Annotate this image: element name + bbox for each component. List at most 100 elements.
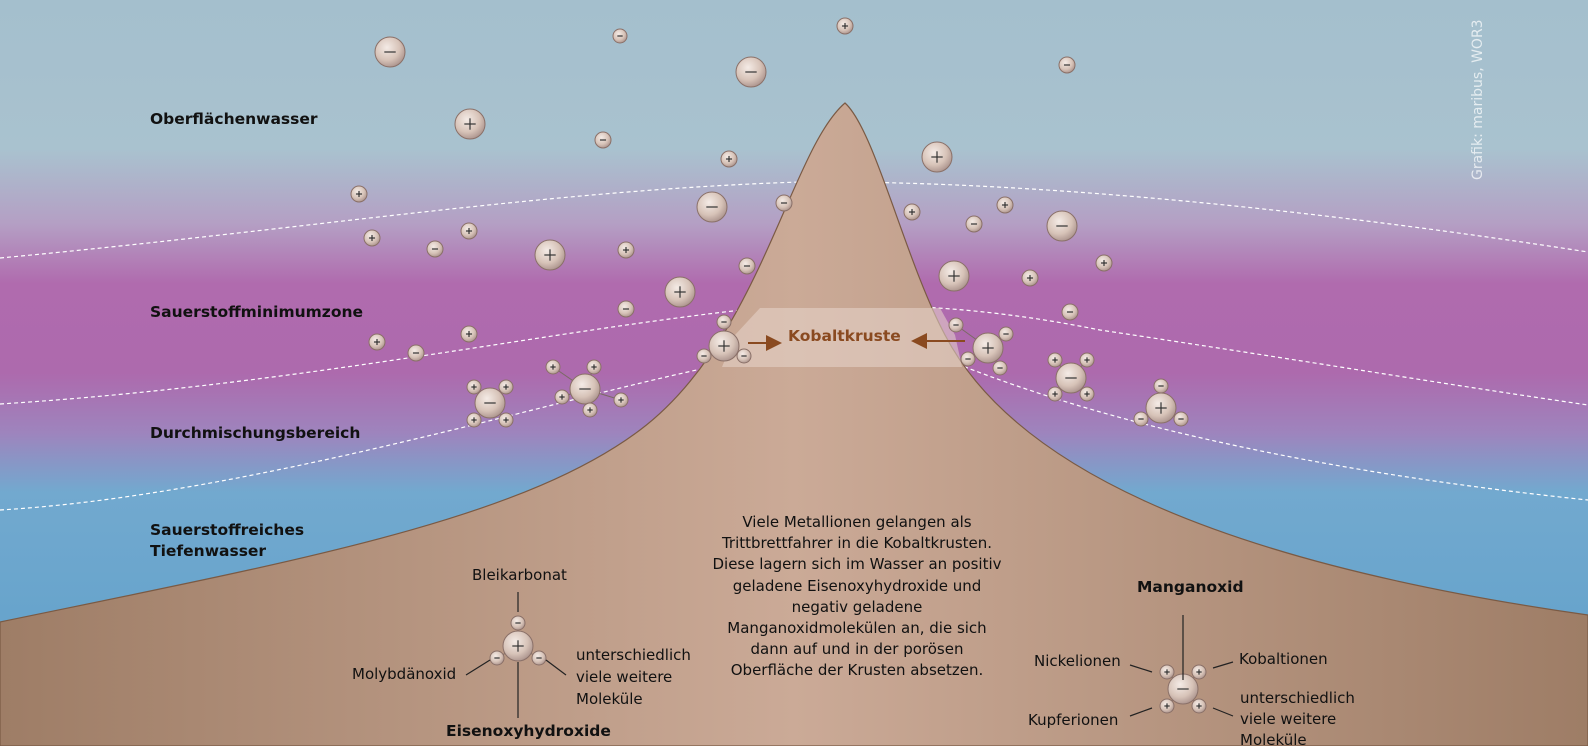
seamount [0, 102, 1588, 746]
cluster-satellite-ion [948, 317, 964, 333]
cluster-satellite-ion [510, 615, 526, 631]
cluster-iron-oxyhydroxide-1 [696, 314, 752, 364]
cluster-satellite-ion [1191, 698, 1207, 714]
positive-ion [534, 239, 566, 271]
cluster-satellite-ion [613, 392, 629, 408]
cluster-center-ion [569, 373, 601, 405]
cluster-satellite-ion [1159, 664, 1175, 680]
cobalt-crust-label: Kobaltkruste [788, 327, 901, 345]
positive-ion [454, 108, 486, 140]
positive-ion [460, 325, 478, 343]
right-legend-lower-right-1: unterschiedlich [1240, 689, 1355, 707]
cluster-satellite-ion [582, 402, 598, 418]
zone-label-omz: Sauerstoffminimumzone [150, 303, 364, 321]
negative-ion [696, 191, 728, 223]
left-legend-right-1: unterschiedlich [576, 646, 691, 664]
cluster-satellite-ion [498, 379, 514, 395]
positive-ion [903, 203, 921, 221]
cluster-manganese-oxide-1 [466, 379, 514, 428]
surface-boundary-line [0, 181, 1588, 259]
negative-ion [1061, 303, 1079, 321]
cluster-center-ion [972, 332, 1004, 364]
negative-ion [775, 194, 793, 212]
positive-ion [938, 260, 970, 292]
right-legend-lower-right-3: Moleküle [1240, 731, 1307, 746]
negative-ion [1058, 56, 1076, 74]
cluster-center-ion [502, 630, 534, 662]
cluster-satellite-ion [960, 351, 976, 367]
negative-ion [965, 215, 983, 233]
cluster-layer [466, 314, 1207, 714]
cluster-satellite-ion [1079, 352, 1095, 368]
left-legend-bottom: Eisenoxyhydroxide [446, 722, 611, 740]
cluster-iron-oxyhydroxide-2 [948, 317, 1014, 376]
positive-ion [1021, 269, 1039, 287]
description-text: Viele Metallionen gelangen als Trittbret… [712, 513, 1002, 680]
cluster-satellite-ion [1047, 386, 1063, 402]
cluster-satellite-ion [696, 348, 712, 364]
cluster-satellite-ion [489, 650, 505, 666]
negative-ion [617, 300, 635, 318]
right-legend-lower-right-2: viele weitere [1240, 710, 1337, 728]
cluster-satellite-ion [466, 412, 482, 428]
negative-ion [735, 56, 767, 88]
zone-label-surface: Oberflächenwasser [150, 110, 318, 128]
image-credit: Grafik: maribus, WOR3 [1470, 19, 1486, 180]
positive-ion [664, 276, 696, 308]
right-legend-lower-left: Kupferionen [1028, 711, 1119, 729]
left-legend-right-2: viele weitere [576, 668, 673, 686]
zone-label-deep-line2: Tiefenwasser [150, 542, 267, 560]
cobalt-crust-band [722, 308, 962, 367]
cluster-satellite-ion [466, 379, 482, 395]
cluster-manganese-oxide-3 [1047, 352, 1095, 402]
negative-ion [374, 36, 406, 68]
legend-lines [465, 592, 1234, 718]
right-legend-upper-right: Kobaltionen [1239, 650, 1328, 668]
cluster-satellite-ion [1173, 411, 1189, 427]
positive-ion [350, 185, 368, 203]
cluster-satellite-ion [531, 650, 547, 666]
cluster-manganese-oxide-2 [545, 359, 629, 418]
cluster-satellite-ion [1159, 698, 1175, 714]
zone-label-deep-line1: Sauerstoffreiches [150, 521, 305, 539]
cluster-satellite-ion [554, 389, 570, 405]
right-legend-upper-left: Nickelionen [1034, 652, 1121, 670]
left-legend-top: Bleikarbonat [472, 566, 567, 584]
positive-ion [1095, 254, 1113, 272]
cluster-satellite-ion [586, 359, 602, 375]
negative-ion [1046, 210, 1078, 242]
positive-ion [363, 229, 381, 247]
positive-ion [836, 17, 854, 35]
legend-iron-oxyhydroxide [489, 615, 547, 666]
ion-layer [350, 17, 1113, 362]
left-legend-right-3: Moleküle [576, 690, 643, 708]
cluster-center-ion [474, 387, 506, 419]
cluster-satellite-ion [716, 314, 732, 330]
negative-ion [612, 28, 628, 44]
negative-ion [594, 131, 612, 149]
positive-ion [921, 141, 953, 173]
cluster-satellite-ion [498, 412, 514, 428]
positive-ion [720, 150, 738, 168]
left-legend-left: Molybdänoxid [352, 665, 457, 683]
cluster-iron-oxyhydroxide-3 [1133, 378, 1189, 427]
positive-ion [460, 222, 478, 240]
cluster-satellite-ion [992, 360, 1008, 376]
cluster-satellite-ion [1191, 664, 1207, 680]
cluster-satellite-ion [545, 359, 561, 375]
zone-label-mixing: Durchmischungsbereich [150, 424, 361, 442]
cluster-satellite-ion [1133, 411, 1149, 427]
positive-ion [617, 241, 635, 259]
cluster-satellite-ion [736, 348, 752, 364]
cluster-center-ion [1145, 392, 1177, 424]
positive-ion [996, 196, 1014, 214]
right-legend-title: Manganoxid [1137, 578, 1244, 596]
negative-ion [407, 344, 425, 362]
cluster-satellite-ion [1153, 378, 1169, 394]
cluster-center-ion [1055, 362, 1087, 394]
cluster-satellite-ion [998, 326, 1014, 342]
negative-ion [426, 240, 444, 258]
cluster-center-ion [708, 330, 740, 362]
